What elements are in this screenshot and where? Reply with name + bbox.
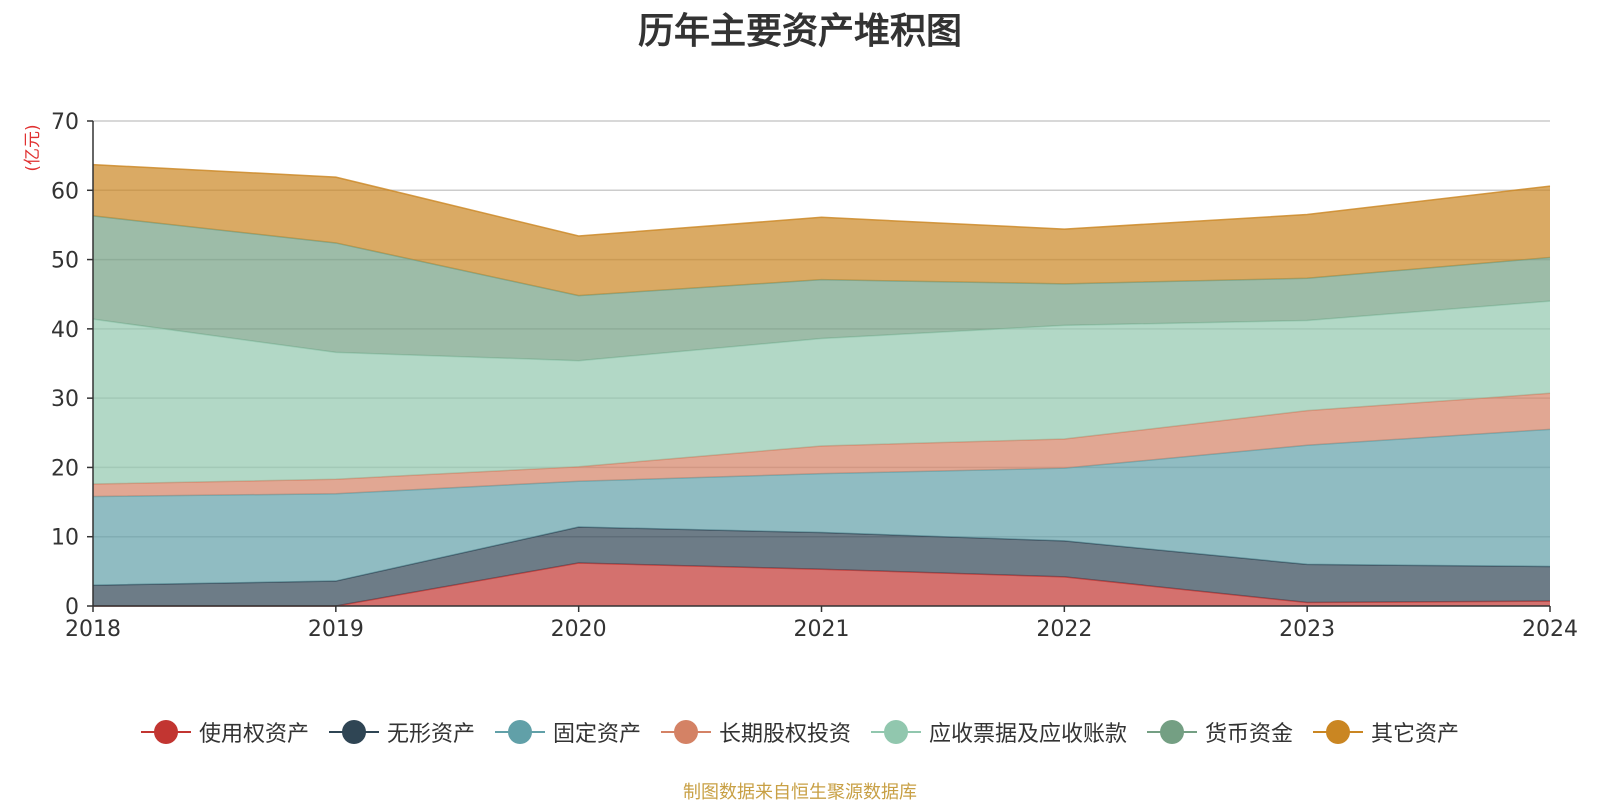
legend-label: 无形资产 [386,722,475,747]
legend-label: 使用权资产 [198,722,309,747]
x-tick-label: 2018 [65,617,121,642]
legend-label: 应收票据及应收账款 [929,722,1128,747]
area-series-line-6 [92,163,1551,237]
x-tick-label: 2022 [1036,617,1092,642]
y-tick-label: 60 [51,179,79,204]
area-series-2 [93,429,1550,586]
chart-title: 历年主要资产堆积图 [637,11,962,52]
legend-item[interactable]: 长期股权投资 [660,716,851,748]
y-unit-label: (亿元) [23,124,43,171]
x-tick-label: 2024 [1522,617,1578,642]
y-tick-label: 20 [51,456,79,481]
x-tick-label: 2019 [308,617,364,642]
x-tick-label: 2023 [1279,617,1335,642]
y-tick-label: 0 [65,595,79,620]
legend-marker-icon [328,720,379,744]
legend-label: 固定资产 [552,722,641,747]
legend-marker-icon [1313,720,1364,744]
y-tick-label: 10 [51,526,79,551]
legend-item[interactable]: 固定资产 [494,716,641,748]
y-tick-label: 70 [51,110,79,135]
x-tick-label: 2020 [551,617,607,642]
legend-marker-icon [140,720,191,744]
area-series-3 [93,393,1550,497]
legend-label: 其它资产 [1371,722,1460,747]
area-series-6 [93,164,1550,296]
legend-item[interactable]: 应收票据及应收账款 [871,716,1127,748]
y-tick-label: 50 [51,249,79,274]
area-series-4 [93,301,1550,485]
stacked-area-chart: 0 10 20 30 40 50 60 70 2018 2019 2020 2021 2022 2023 2… [23,110,1578,642]
area-series-5 [93,215,1550,361]
legend-label: 货币资金 [1205,722,1294,747]
data-source-note: 制图数据来自恒生聚源数据库 [683,782,917,803]
legend-marker-icon [660,720,711,744]
legend-item[interactable]: 货币资金 [1147,716,1293,748]
y-tick-label: 40 [51,318,79,343]
legend-label: 长期股权投资 [718,722,851,747]
legend-item[interactable]: 使用权资产 [140,716,309,748]
legend-item[interactable]: 无形资产 [328,716,475,748]
legend-marker-icon [871,720,921,744]
y-tick-label: 30 [51,387,79,412]
x-tick-label: 2021 [794,617,850,642]
chart-legend: 使用权资产 无形资产 固定资产 长期股权投资 应收票据及应收账款 货币资金 其它资产 [0,716,1600,748]
legend-marker-icon [494,720,545,744]
legend-item[interactable]: 其它资产 [1313,716,1459,748]
area-series-1 [93,527,1550,606]
legend-marker-icon [1147,720,1198,744]
area-series-0 [93,563,1550,606]
